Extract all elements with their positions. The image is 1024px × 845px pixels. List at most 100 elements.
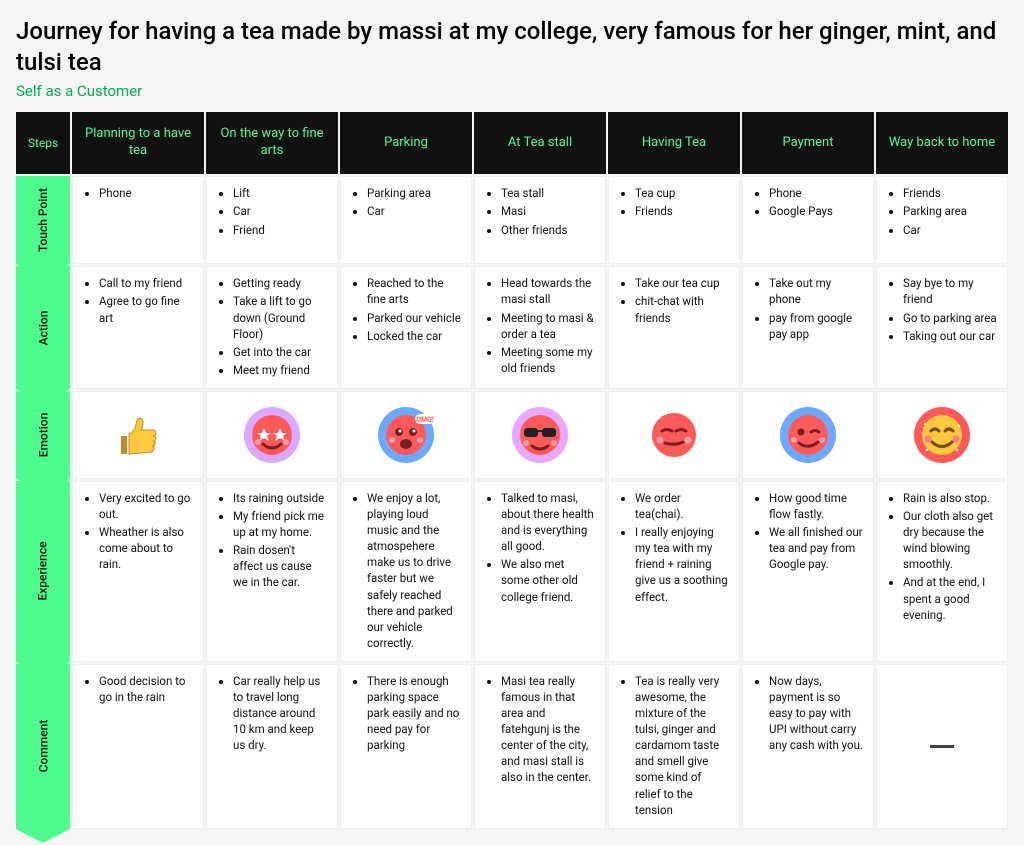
row-label: Comment [16,664,70,829]
list-item: Masi tea really famous in that area and … [501,673,595,786]
row-label-text: Comment [36,720,50,773]
list-item: Car [367,203,461,219]
cell: There is enough parking space park easil… [340,664,472,829]
cell: Good decision to go in the rain [72,664,204,829]
cell-list: Say bye to my friendGo to parking areaTa… [887,275,997,343]
cell-list: Phone [83,185,193,201]
cell: Masi tea really famous in that area and … [474,664,606,829]
list-item: Meeting to masi & order a tea [501,310,595,342]
column-header: Parking [340,112,472,174]
list-item: Talked to masi, about there health and i… [501,490,595,554]
cell: Parking areaCar [340,176,472,264]
list-item: Head towards the masi stall [501,275,595,307]
cell-list: Tea cup Friends [619,185,729,219]
star-eyes-icon [243,406,301,464]
list-item: We order tea(chai). [635,490,729,522]
list-item: My friend pick me up at my home. [233,508,327,540]
list-item: Parked our vehicle [367,310,461,326]
cell: Rain is also stop.Our cloth also get dry… [876,481,1008,662]
list-item: There is enough parking space park easil… [367,673,461,753]
list-item: pay from google pay app [769,310,863,342]
cell-list: Tea stallMasiOther friends [485,185,595,237]
cell-list: Call to my friend Agree to go fine art [83,275,193,325]
cell: We order tea(chai).I really enjoying my … [608,481,740,662]
row-label-text: Experience [36,542,50,601]
emotion-cell [474,391,606,479]
row-label: Action [16,266,70,389]
list-item: Parking area [903,203,997,219]
page-title: Journey for having a tea made by massi a… [16,16,1008,78]
cell: We enjoy a lot, playing loud music and t… [340,481,472,662]
list-item: Getting ready [233,275,327,291]
row-label-text: Action [36,310,50,345]
column-header: On the way to fine arts [206,112,338,174]
journey-map: StepsPlanning to a have teaOn the way to… [16,112,1008,828]
list-item: Tea stall [501,185,595,201]
list-item: Good decision to go in the rain [99,673,193,705]
list-item: Tea cup [635,185,729,201]
row-label-text: Touch Point [36,188,50,252]
smug-icon [645,406,703,464]
cell-list: There is enough parking space park easil… [351,673,461,753]
list-item: Go to parking area [903,310,997,326]
cell-list: Head towards the masi stallMeeting to ma… [485,275,595,376]
list-item: I really enjoying my tea with my friend … [635,524,729,604]
cell: Head towards the masi stallMeeting to ma… [474,266,606,389]
cell: Take our tea cupchit-chat with friends [608,266,740,389]
cell: PhoneGoogle Pays [742,176,874,264]
cell [876,664,1008,829]
cell-list: Masi tea really famous in that area and … [485,673,595,786]
cell-list: Parking areaCar [351,185,461,219]
list-item: Take a lift to go down (Ground Floor) [233,293,327,341]
list-item: Agree to go fine art [99,293,193,325]
cell-list: We enjoy a lot, playing loud music and t… [351,490,461,651]
list-item: Google Pays [769,203,863,219]
list-item: Friends [903,185,997,201]
winking-icon [779,406,837,464]
emotion-cell [608,391,740,479]
list-item: Lift [233,185,327,201]
cell: How good time flow fastly.We all finishe… [742,481,874,662]
cell: Call to my friend Agree to go fine art [72,266,204,389]
list-item: Very excited to go out. [99,490,193,522]
cell-list: Talked to masi, about there health and i… [485,490,595,605]
empty-dash [930,745,954,748]
cell-list: Take our tea cupchit-chat with friends [619,275,729,325]
cell-list: Rain is also stop.Our cloth also get dry… [887,490,997,623]
steps-header: Steps [16,112,70,174]
subtitle: Self as a Customer [16,82,1008,100]
emotion-cell [742,391,874,479]
list-item: Taking out our car [903,328,997,344]
list-item: Now days, payment is so easy to pay with… [769,673,863,753]
list-item: chit-chat with friends [635,293,729,325]
cell-list: Very excited to go out.Wheather is also … [83,490,193,572]
column-header: At Tea stall [474,112,606,174]
cell: Its raining outsideMy friend pick me up … [206,481,338,662]
emotion-cell: OMG! [340,391,472,479]
list-item: We all finished our tea and pay from Goo… [769,524,863,572]
cell: Very excited to go out.Wheather is also … [72,481,204,662]
cell: Reached to the fine artsParked our vehic… [340,266,472,389]
list-item: Friends [635,203,729,219]
list-item: Tea is really very awesome, the mixture … [635,673,729,818]
column-header: Payment [742,112,874,174]
cell: Say bye to my friendGo to parking areaTa… [876,266,1008,389]
list-item: Phone [99,185,193,201]
list-item: Locked the car [367,328,461,344]
row-label: Emotion [16,391,70,479]
row-label: Touch Point [16,176,70,264]
list-item: Call to my friend [99,275,193,291]
cell-list: Reached to the fine artsParked our vehic… [351,275,461,343]
cell-list: Take out my phonepay from google pay app [753,275,863,341]
cell: Tea is really very awesome, the mixture … [608,664,740,829]
cell-list: How good time flow fastly.We all finishe… [753,490,863,572]
column-header: Way back to home [876,112,1008,174]
row-label-text: Emotion [36,413,50,458]
cell-list: Good decision to go in the rain [83,673,193,705]
cell: Tea stallMasiOther friends [474,176,606,264]
list-item: Car [903,222,997,238]
list-item: And at the end, I spent a good evening. [903,574,997,622]
cell: LiftCarFriend [206,176,338,264]
list-item: Get into the car [233,344,327,360]
cell: Take out my phonepay from google pay app [742,266,874,389]
